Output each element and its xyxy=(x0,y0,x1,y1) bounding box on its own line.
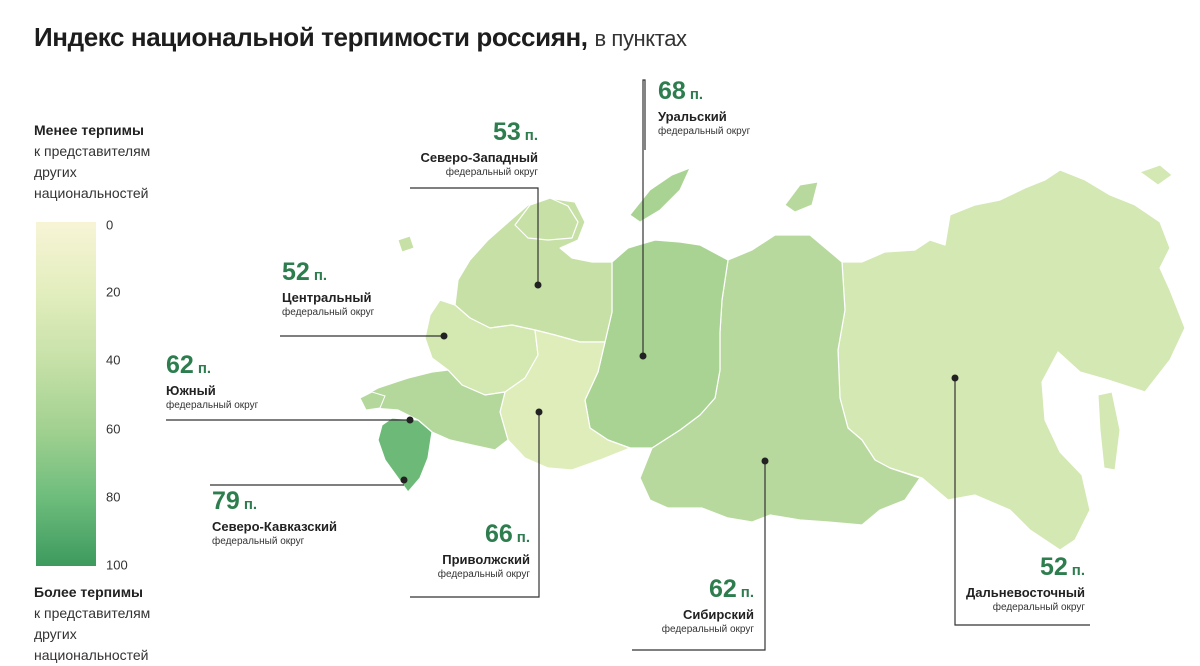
region-ural[interactable] xyxy=(629,167,691,223)
district-name: Центральный xyxy=(282,290,372,305)
title-sub: в пунктах xyxy=(594,26,687,51)
legend-bottom-caption: Более терпимы к представителям других на… xyxy=(34,582,150,666)
district-unit: п. xyxy=(197,360,212,377)
anchor-dot-south xyxy=(406,416,414,424)
anchor-dot-central xyxy=(440,332,448,340)
district-sub: федеральный округ xyxy=(661,624,754,635)
legend-bottom-line: к представителям xyxy=(34,605,151,621)
district-label-nw: 53 п. Северо-Западный федеральный округ xyxy=(408,118,538,178)
map-title: Индекс национальной терпимости россиян, … xyxy=(34,22,687,53)
district-value: 62 xyxy=(166,351,194,379)
region-north-caucasian[interactable] xyxy=(377,417,433,493)
district-value: 66 xyxy=(484,520,513,548)
district-label-ural: 68 п. Уральский федеральный округ xyxy=(658,77,750,137)
anchor-dot-ural xyxy=(639,352,647,360)
district-unit: п. xyxy=(243,496,258,513)
legend-top-line: других xyxy=(34,164,77,180)
region-far-eastern[interactable] xyxy=(1138,164,1173,186)
district-value: 52 xyxy=(1039,553,1068,581)
district-label-fe: 52 п. Дальневосточный федеральный округ xyxy=(955,553,1085,613)
region-north-western[interactable] xyxy=(397,235,415,253)
region-southern[interactable] xyxy=(359,391,386,411)
legend-tick: 80 xyxy=(106,489,121,505)
district-name: Южный xyxy=(166,383,216,398)
legend-tick: 40 xyxy=(106,352,121,368)
region-north-western[interactable] xyxy=(514,197,579,241)
district-unit: п. xyxy=(1071,562,1085,579)
district-name: Сибирский xyxy=(682,607,754,622)
district-sub: федеральный округ xyxy=(445,167,538,178)
district-unit: п. xyxy=(516,529,530,546)
anchor-dot-nw xyxy=(534,281,542,289)
region-siberian[interactable] xyxy=(784,181,819,213)
district-name: Дальневосточный xyxy=(966,585,1085,600)
anchor-dot-sib xyxy=(761,457,769,465)
legend-bottom-line: других xyxy=(34,626,77,642)
legend-tick: 0 xyxy=(106,217,114,233)
legend-tick: 100 xyxy=(106,557,128,573)
leader-line-nw xyxy=(410,187,539,283)
district-unit: п. xyxy=(740,584,754,601)
district-label-ncfd: 79 п. Северо-Кавказский федеральный округ xyxy=(212,487,337,547)
legend-top-caption: Менее терпимы к представителям других на… xyxy=(34,120,150,204)
district-value: 52 xyxy=(282,258,310,286)
district-label-sib: 62 п. Сибирский федеральный округ xyxy=(632,575,754,635)
legend-tick: 60 xyxy=(106,421,121,437)
district-sub: федеральный округ xyxy=(658,126,751,137)
district-value: 79 xyxy=(212,487,240,515)
district-value: 53 xyxy=(492,118,521,146)
anchor-dot-volga xyxy=(535,408,543,416)
district-label-south: 62 п. Южный федеральный округ xyxy=(166,351,258,411)
district-name: Северо-Кавказский xyxy=(212,519,337,534)
district-sub: федеральный округ xyxy=(282,307,375,318)
district-sub: федеральный округ xyxy=(166,400,259,411)
district-sub: федеральный округ xyxy=(212,536,305,547)
anchor-dot-ncfd xyxy=(400,476,408,484)
legend-top-line: к представителям xyxy=(34,143,151,159)
anchor-dot-fe xyxy=(951,374,959,382)
district-label-central: 52 п. Центральный федеральный округ xyxy=(282,258,374,318)
leader-line-ural xyxy=(642,79,646,356)
title-main: Индекс национальной терпимости россиян, xyxy=(34,22,588,52)
leader-line-sib xyxy=(632,461,766,651)
district-value: 68 xyxy=(658,77,686,105)
district-value: 62 xyxy=(708,575,737,603)
district-name: Уральский xyxy=(658,109,727,124)
district-unit: п. xyxy=(524,127,538,144)
district-sub: федеральный округ xyxy=(437,569,530,580)
region-far-eastern[interactable] xyxy=(1097,391,1121,471)
legend-tick: 20 xyxy=(106,284,121,300)
district-sub: федеральный округ xyxy=(992,602,1085,613)
legend-bottom-line: национальностей xyxy=(34,647,149,663)
district-name: Северо-Западный xyxy=(420,150,538,165)
legend-color-scale xyxy=(36,222,96,566)
legend-top-line: национальностей xyxy=(34,185,149,201)
leader-line-fe xyxy=(954,378,1090,626)
leader-line-volga xyxy=(410,412,540,598)
legend-bottom-heading: Более терпимы xyxy=(34,584,144,600)
district-name: Приволжский xyxy=(442,552,530,567)
district-label-volga: 66 п. Приволжский федеральный округ xyxy=(410,520,530,580)
district-unit: п. xyxy=(313,267,328,284)
legend-top-heading: Менее терпимы xyxy=(34,122,144,138)
district-unit: п. xyxy=(689,86,704,103)
